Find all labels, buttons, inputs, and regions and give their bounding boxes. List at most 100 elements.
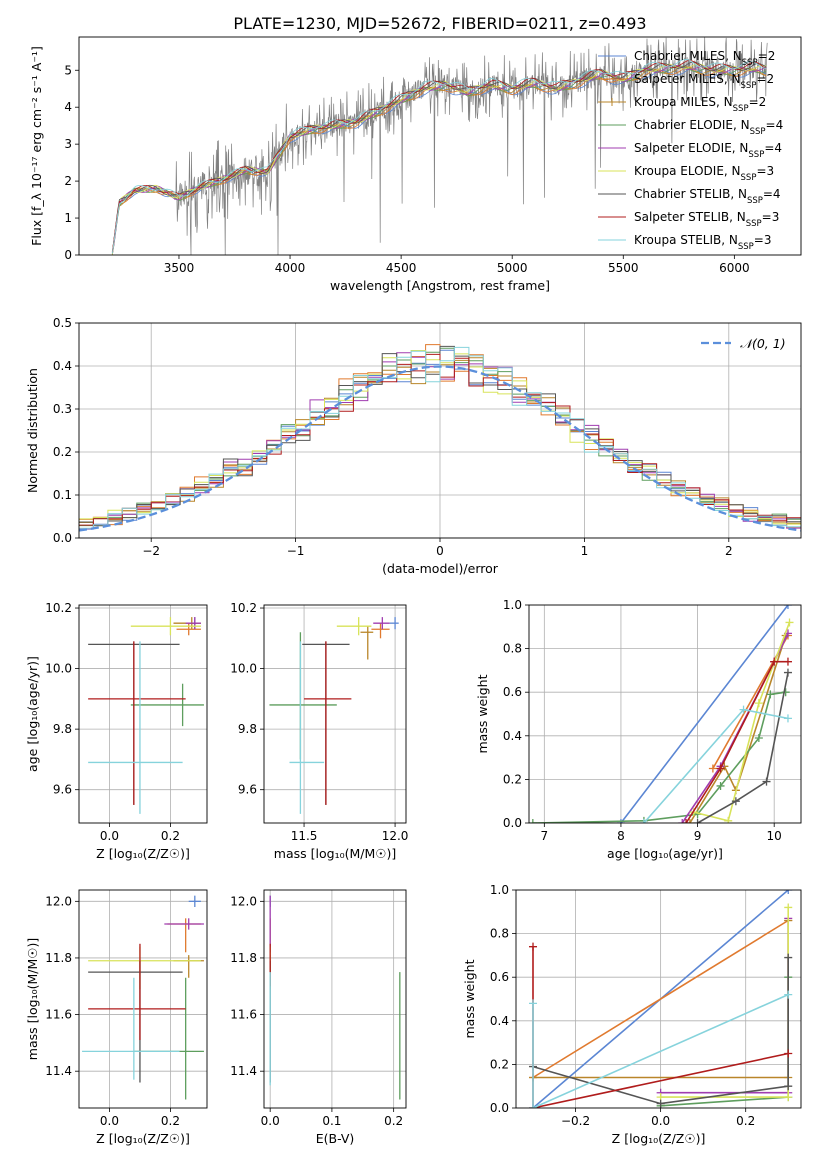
spectrum-data-line: [111, 37, 768, 255]
panel-2: −2 −1 0 1 2 0.0 0.1 0.2 0.3 0.4 0.5 (data-model)/er…: [25, 316, 802, 576]
point-marker: [716, 764, 725, 773]
x-tick-label: 10: [767, 829, 782, 843]
point-marker: [739, 705, 748, 714]
x-tick-label: 0.0: [100, 1114, 119, 1128]
y-tick-label: 0.4: [53, 359, 72, 373]
y-tick-label: 0.6: [490, 970, 509, 984]
subscript: SSP: [733, 104, 749, 114]
point-marker: [685, 819, 694, 823]
plot-area: [264, 890, 406, 1108]
x-tick-label: 4500: [386, 261, 417, 275]
y-tick-label: 12.0: [230, 894, 257, 908]
y-tick-label: 2: [64, 174, 72, 188]
legend-value: =2: [756, 72, 774, 86]
point-marker: [682, 819, 691, 823]
x-tick-label: 0.0: [261, 1114, 280, 1128]
legend-entry: 𝒩(0, 1): [740, 336, 786, 351]
y-axis-label: mass [log₁₀(M/M☉)]: [25, 938, 40, 1060]
y-axis-label: Normed distribution: [25, 368, 40, 493]
panel-1: 3500 4000 4500 5000 5500 6000 0 1 2 3 4 5 wavelength…: [29, 36, 802, 293]
x-tick-label: 5000: [497, 261, 528, 275]
y-tick-label: 9.8: [238, 722, 257, 736]
x-tick-label: −2: [142, 544, 160, 558]
x-axis-label: Z [log₁₀(Z/Z☉)]: [96, 1131, 190, 1146]
series-line: [660, 977, 789, 1107]
plot-area: [516, 890, 801, 1108]
point-marker: [529, 999, 538, 1008]
point-marker: [616, 819, 625, 823]
axes-frame: [515, 889, 802, 1109]
y-tick-label: 0.0: [53, 531, 72, 545]
series-line: [620, 605, 789, 823]
axes-frame: [78, 322, 802, 539]
y-tick-label: 11.4: [230, 1064, 257, 1078]
legend-value: =2: [749, 95, 767, 109]
y-axis-label: mass weight: [475, 674, 490, 753]
y-tick-label: 0.8: [490, 927, 509, 941]
legend-entry: Salpeter ELODIE, NSSP=4: [634, 141, 782, 160]
x-tick-label: 0.0: [100, 829, 119, 843]
x-tick-label: 6000: [719, 261, 750, 275]
x-tick-label: 12.0: [382, 829, 409, 843]
y-tick-label: 1.0: [503, 598, 522, 612]
y-tick-label: 10.2: [230, 601, 257, 615]
axes-frame: [78, 889, 208, 1109]
x-tick-label: 0.2: [161, 1114, 180, 1128]
x-axis-label: mass [log₁₀(M/M☉)]: [274, 846, 396, 861]
y-tick-label: 11.8: [230, 951, 257, 965]
legend-entry: Kroupa MILES, NSSP=2: [634, 95, 766, 114]
x-tick-label: 11.5: [291, 829, 318, 843]
legend-value: =3: [756, 164, 774, 178]
plot-area: [79, 890, 207, 1108]
y-axis-label: age [log₁₀(age/yr)]: [25, 656, 40, 772]
panel-6: 0.0 0.2 11.4 11.6 11.8 12.0 Z [log₁₀(Z/Z☉)] mas…: [25, 889, 208, 1146]
point-marker: [783, 714, 792, 723]
x-tick-label: 2: [725, 544, 733, 558]
point-marker: [678, 819, 687, 823]
y-tick-label: 0.6: [503, 685, 522, 699]
subscript: SSP: [748, 150, 764, 160]
panel-3: 0.0 0.2 9.6 9.8 10.0 10.2 Z [log₁₀(Z/Z☉)] age […: [25, 601, 208, 861]
y-tick-label: 12.0: [45, 894, 72, 908]
axes-frame: [263, 604, 407, 824]
point-marker: [784, 890, 793, 894]
legend-entry: Chabrier ELODIE, NSSP=4: [634, 118, 783, 137]
legend: 𝒩(0, 1): [701, 336, 786, 351]
legend-value: =3: [762, 210, 780, 224]
legend-value: =4: [763, 187, 781, 201]
point-marker: [784, 990, 793, 999]
x-tick-label: 9: [694, 829, 702, 843]
series-line: [532, 919, 789, 1079]
point-marker: [784, 1049, 793, 1058]
axes-frame: [78, 604, 208, 824]
subscript: SSP: [746, 219, 762, 229]
y-tick-label: 10.0: [45, 662, 72, 676]
point-marker: [783, 657, 792, 666]
subscript: SSP: [741, 173, 757, 183]
series-line: [643, 708, 789, 823]
point-marker: [784, 953, 793, 962]
x-tick-label: 0: [436, 544, 444, 558]
x-tick-label: 3500: [164, 261, 195, 275]
x-tick-label: −0.2: [561, 1114, 590, 1128]
point-marker: [724, 816, 733, 823]
model-line-salpeter-elodie: [111, 64, 767, 255]
y-tick-label: 4: [64, 100, 72, 114]
point-marker: [762, 777, 771, 786]
point-marker: [656, 1099, 665, 1108]
y-tick-label: 11.6: [45, 1008, 72, 1022]
y-tick-label: 9.8: [53, 722, 72, 736]
y-tick-label: 11.4: [45, 1064, 72, 1078]
point-marker: [754, 733, 763, 742]
legend-entry: Kroupa ELODIE, NSSP=3: [634, 164, 774, 183]
y-axis-label: mass weight: [462, 959, 477, 1038]
x-tick-label: 0.0: [651, 1114, 670, 1128]
series-line: [693, 622, 791, 822]
legend-value: =4: [764, 141, 782, 155]
y-tick-label: 11.8: [45, 951, 72, 965]
plot-area: [264, 605, 406, 823]
y-tick-label: 0.2: [53, 445, 72, 459]
y-tick-label: 0.4: [503, 729, 522, 743]
